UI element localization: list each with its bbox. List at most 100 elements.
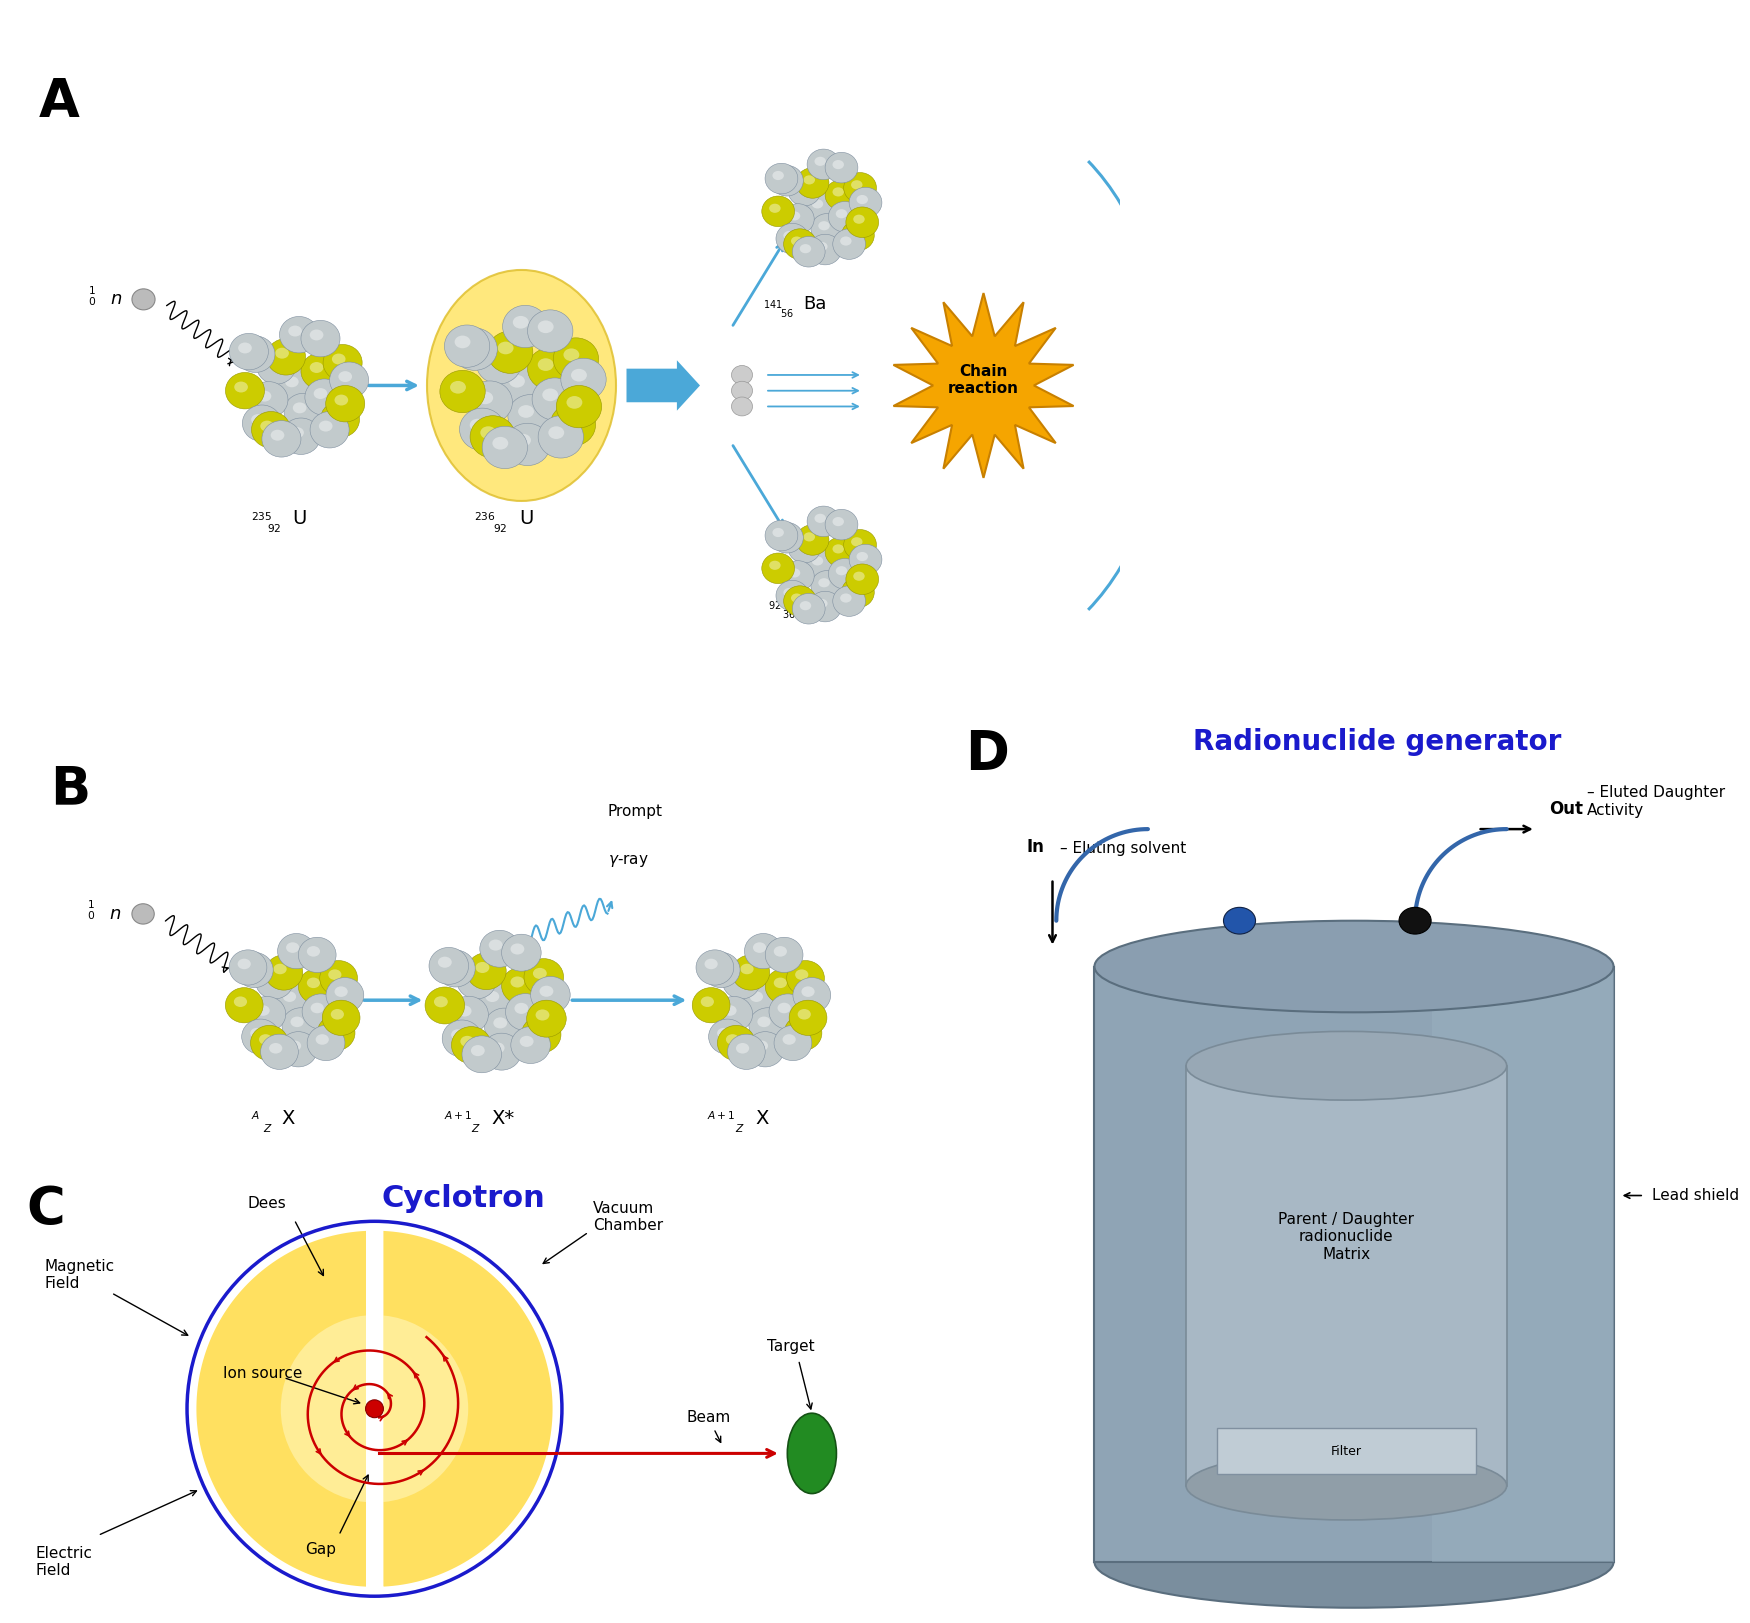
Ellipse shape [794, 183, 807, 192]
Ellipse shape [833, 229, 866, 260]
Ellipse shape [332, 354, 345, 365]
Ellipse shape [833, 518, 844, 526]
Text: Target: Target [766, 1339, 816, 1354]
Ellipse shape [803, 175, 816, 185]
Ellipse shape [796, 524, 829, 555]
Ellipse shape [560, 359, 606, 401]
Ellipse shape [793, 977, 831, 1013]
Ellipse shape [480, 427, 497, 438]
Ellipse shape [793, 1024, 805, 1035]
Text: $\gamma$-ray: $\gamma$-ray [607, 852, 649, 868]
Ellipse shape [833, 161, 844, 169]
Ellipse shape [509, 375, 525, 388]
Ellipse shape [131, 904, 154, 923]
Ellipse shape [816, 599, 828, 609]
Circle shape [280, 1315, 469, 1503]
Ellipse shape [324, 344, 362, 381]
Text: $^{A}$: $^{A}$ [250, 1112, 259, 1126]
Ellipse shape [303, 993, 340, 1029]
Ellipse shape [556, 386, 602, 428]
Ellipse shape [770, 166, 803, 196]
Ellipse shape [271, 430, 284, 441]
Ellipse shape [850, 537, 863, 547]
Ellipse shape [234, 381, 248, 393]
Ellipse shape [275, 347, 289, 359]
Ellipse shape [504, 424, 550, 466]
Ellipse shape [819, 221, 829, 230]
Text: $n$: $n$ [110, 291, 123, 308]
Ellipse shape [292, 403, 306, 414]
Ellipse shape [710, 961, 724, 972]
Ellipse shape [471, 1045, 485, 1057]
Text: $^{92}$: $^{92}$ [768, 601, 782, 615]
Ellipse shape [306, 946, 320, 956]
Ellipse shape [789, 211, 800, 221]
Ellipse shape [810, 214, 843, 243]
Ellipse shape [560, 414, 576, 427]
Ellipse shape [502, 967, 541, 1005]
Ellipse shape [761, 196, 794, 227]
Ellipse shape [564, 349, 579, 362]
Ellipse shape [726, 1034, 738, 1045]
Ellipse shape [567, 396, 583, 409]
Ellipse shape [250, 1027, 264, 1039]
Ellipse shape [304, 378, 345, 415]
Ellipse shape [765, 164, 798, 193]
Ellipse shape [513, 316, 528, 328]
Bar [1186, 1066, 1507, 1485]
Ellipse shape [840, 237, 852, 245]
Ellipse shape [248, 997, 285, 1032]
Ellipse shape [819, 578, 829, 588]
Ellipse shape [1398, 907, 1431, 935]
Ellipse shape [485, 1008, 523, 1045]
Ellipse shape [840, 594, 852, 602]
Ellipse shape [331, 1010, 345, 1019]
Ellipse shape [466, 971, 480, 982]
Ellipse shape [462, 1035, 502, 1073]
Ellipse shape [318, 420, 332, 432]
Ellipse shape [252, 414, 264, 425]
Ellipse shape [429, 948, 469, 985]
Text: D: D [964, 729, 1008, 781]
Ellipse shape [511, 943, 525, 954]
Ellipse shape [506, 993, 544, 1031]
Ellipse shape [273, 964, 287, 974]
Text: Chain
reaction: Chain reaction [949, 364, 1018, 396]
Ellipse shape [770, 203, 780, 213]
Ellipse shape [238, 342, 252, 354]
Text: Prompt: Prompt [607, 805, 663, 820]
Ellipse shape [338, 372, 352, 381]
Ellipse shape [828, 201, 861, 232]
Ellipse shape [570, 368, 586, 381]
Ellipse shape [696, 949, 733, 985]
Ellipse shape [749, 992, 763, 1001]
Ellipse shape [310, 412, 350, 448]
Ellipse shape [854, 214, 864, 224]
Ellipse shape [452, 1029, 466, 1040]
Ellipse shape [252, 412, 290, 448]
Ellipse shape [488, 331, 532, 373]
Ellipse shape [320, 961, 357, 997]
Ellipse shape [723, 964, 760, 998]
Ellipse shape [849, 584, 861, 594]
Text: $_{92}$: $_{92}$ [493, 519, 507, 536]
FancyArrow shape [626, 360, 700, 411]
Ellipse shape [242, 1019, 280, 1055]
Ellipse shape [502, 305, 548, 347]
Ellipse shape [784, 229, 817, 260]
Text: Out: Out [1549, 800, 1582, 818]
Ellipse shape [452, 1027, 492, 1063]
Ellipse shape [497, 341, 513, 354]
Ellipse shape [511, 977, 525, 987]
Ellipse shape [285, 377, 299, 388]
Ellipse shape [742, 982, 779, 1018]
Ellipse shape [448, 997, 488, 1034]
Ellipse shape [289, 1040, 301, 1052]
Ellipse shape [833, 586, 866, 617]
Ellipse shape [1094, 920, 1614, 1013]
Ellipse shape [257, 1005, 270, 1016]
Ellipse shape [800, 601, 812, 610]
Ellipse shape [320, 401, 359, 438]
Text: Beam: Beam [688, 1410, 732, 1425]
Ellipse shape [856, 552, 868, 562]
